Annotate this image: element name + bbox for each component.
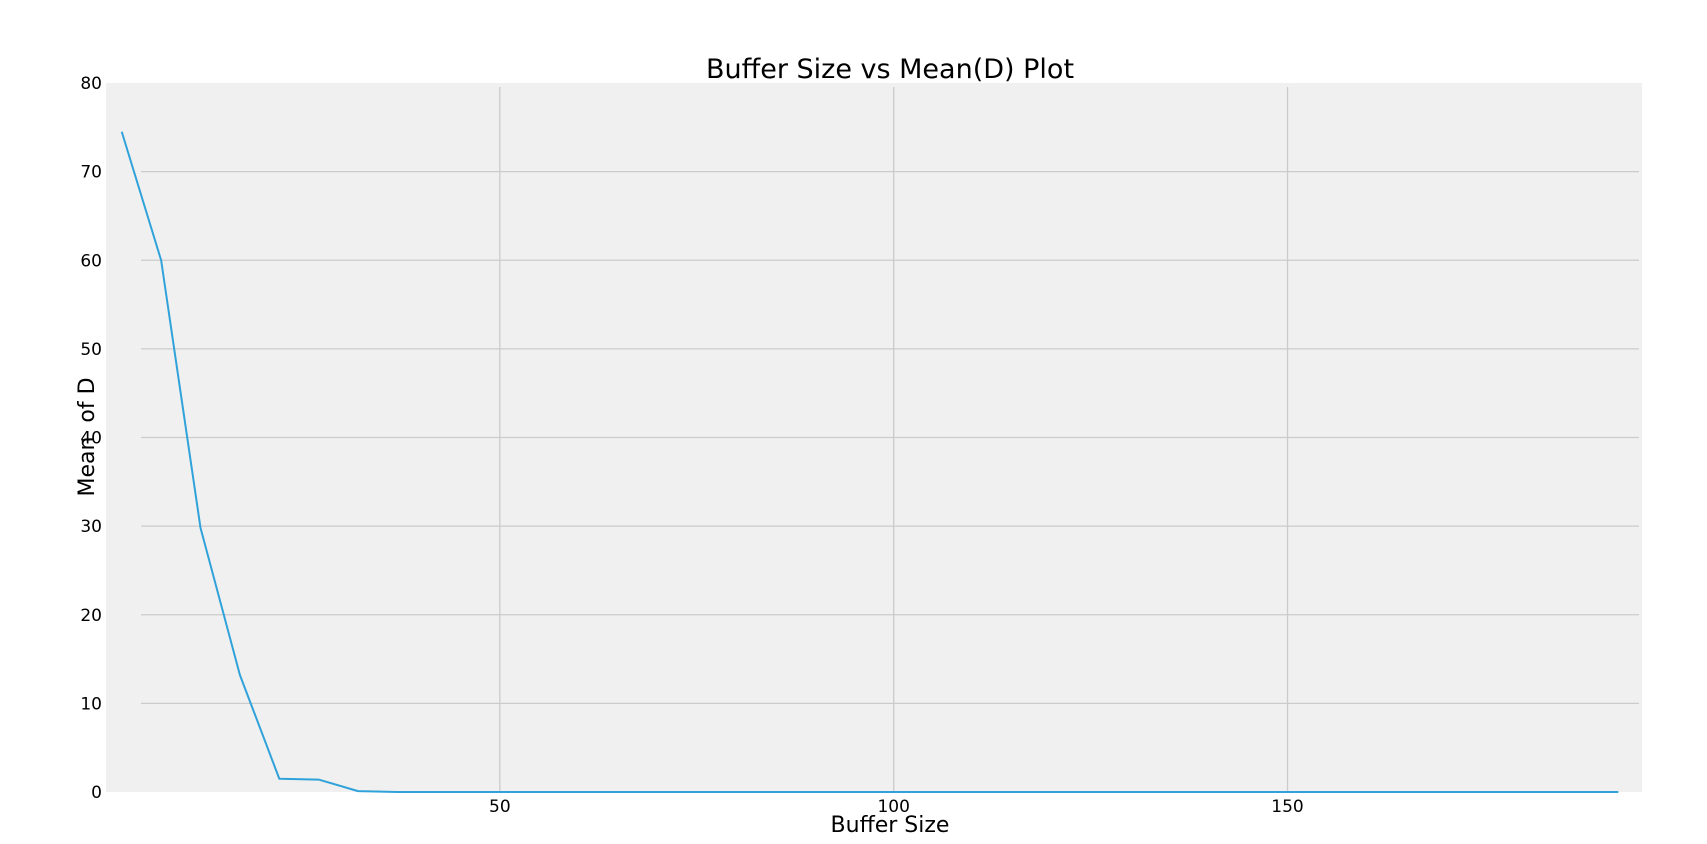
x-tick-label: 50 <box>489 797 511 817</box>
series-line <box>120 131 1619 793</box>
series-layer <box>120 131 1619 793</box>
y-tick-label: 40 <box>80 429 102 449</box>
y-tick-label: 0 <box>91 783 102 803</box>
x-axis-label: Buffer Size <box>831 813 950 838</box>
x-axis-ticks: 50 100 150 <box>489 797 1304 817</box>
x-tick-label: 150 <box>1271 797 1303 817</box>
grid-lines <box>141 87 1639 792</box>
y-tick-label: 30 <box>80 517 102 537</box>
chart-title: Buffer Size vs Mean(D) Plot <box>706 54 1074 85</box>
y-tick-label: 80 <box>80 74 102 94</box>
y-axis-label: Mean of D <box>75 377 100 496</box>
y-axis-ticks: 0 10 20 30 40 50 60 70 80 <box>80 74 102 803</box>
y-tick-label: 60 <box>80 251 102 271</box>
y-tick-label: 50 <box>80 340 102 360</box>
x-tick-label: 100 <box>877 797 909 817</box>
y-tick-label: 70 <box>80 163 102 183</box>
y-tick-label: 10 <box>80 694 102 714</box>
y-tick-label: 20 <box>80 606 102 626</box>
